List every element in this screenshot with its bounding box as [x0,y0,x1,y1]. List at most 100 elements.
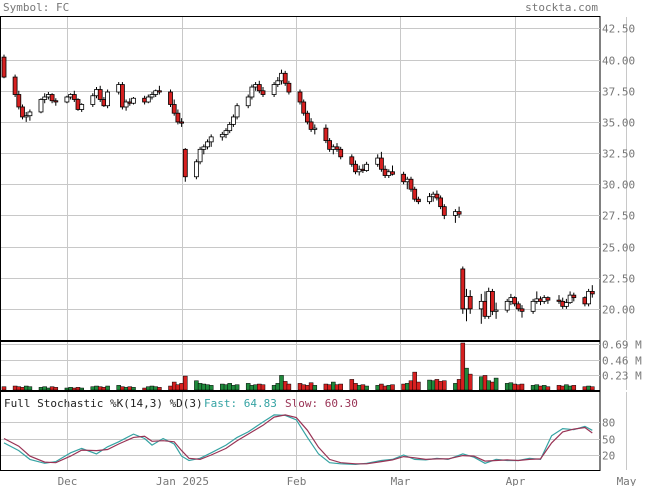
candle-body [427,196,432,203]
candle-body [512,297,517,305]
volume-bar [42,386,47,391]
volume-bar [356,385,362,391]
candle-body [201,146,207,150]
candlestick [145,94,151,104]
volume-bar [590,386,595,391]
candlestick [53,98,59,106]
price-tick-label: 37.50 [602,86,635,99]
candlestick [327,138,333,152]
candlestick [219,131,225,141]
candle-body [179,121,185,124]
x-axis: Dec Jan 2025 Feb Mar Apr May [58,475,637,486]
x-tick-label: Mar [391,475,411,486]
candle-body [323,127,329,142]
volume-bar [53,387,59,391]
candle-body [249,86,255,98]
candle-body [504,300,510,311]
candle-body [53,100,59,103]
candlestick [334,143,340,152]
candlestick [515,301,521,312]
candle-body [171,104,177,114]
volume-bar [68,387,73,391]
candle-body [589,290,595,295]
volume-bar [323,383,329,391]
candle-body [412,188,418,200]
volume-bar [512,383,517,391]
candlestick [567,291,573,304]
volume-bar [412,371,417,391]
volume-bar [90,386,96,391]
volume-bar [545,386,551,391]
candle-body [327,140,333,150]
volume-bar [386,385,392,391]
volume-bar [223,384,229,391]
candlestick [504,298,510,313]
volume-bar [364,385,369,391]
stochastic-panel: Full Stochastic %K(14,3) %D(3) Fast: 64.… [0,391,627,471]
volume-bar [231,385,236,391]
candlestick [271,82,277,97]
volume-bar [541,385,547,391]
volume-bar [349,379,355,391]
volume-bar [179,383,184,391]
candle-body [105,91,110,107]
slow-stochastic-line [3,414,593,465]
volume-bar [382,385,388,391]
volume-bar [75,387,81,391]
candlestick [308,118,314,132]
candlestick [97,85,103,102]
candle-body [353,163,358,173]
candle-body [197,148,203,163]
volume-bar [571,385,577,391]
volume-bar [390,384,395,391]
volume-bar [379,383,384,391]
volume-bar [538,385,543,391]
volume-bar [334,384,340,391]
candlestick [460,266,466,314]
candle-body [349,156,355,165]
volume-bar [401,383,406,391]
candle-body [556,299,562,302]
candlestick [275,77,281,88]
fast-value-label: Fast: 64.83 [204,397,277,410]
candlestick [149,92,155,100]
volume-bar [460,342,466,391]
candle-body [364,163,370,171]
candle-body [297,91,303,103]
candle-body [286,82,292,93]
candle-body [49,94,55,102]
candlestick [230,114,236,127]
candlestick [434,190,440,201]
volume-bar [23,385,29,391]
volume-bar [46,387,51,391]
volume-tick-label: 0.46 M [602,355,642,368]
volume-bar [560,385,565,391]
candlestick [120,82,125,110]
volume-bar [405,383,410,391]
volume-frame [0,341,601,391]
volume-bar [227,383,232,391]
volume-bar [260,384,266,391]
volume-bar [105,385,110,391]
volume-bar [146,386,151,391]
candlestick [153,89,159,97]
candle-body [97,89,103,100]
volume-bar [79,387,84,391]
volume-bar [464,367,469,391]
candle-body [23,115,29,118]
candlestick [512,296,517,307]
candlestick [245,94,251,109]
candle-body [260,90,266,95]
volume-bar [482,375,488,391]
candlestick [208,134,214,147]
candle-body [123,101,129,108]
volume-bar [305,385,310,391]
stochastic-tick-label: 80 [602,417,615,430]
candle-body [586,290,591,305]
candlestick [301,99,307,116]
candle-body [16,94,22,108]
candle-body [438,197,444,208]
x-tick-label: Jan 2025 [156,475,209,486]
candle-body [20,106,25,118]
